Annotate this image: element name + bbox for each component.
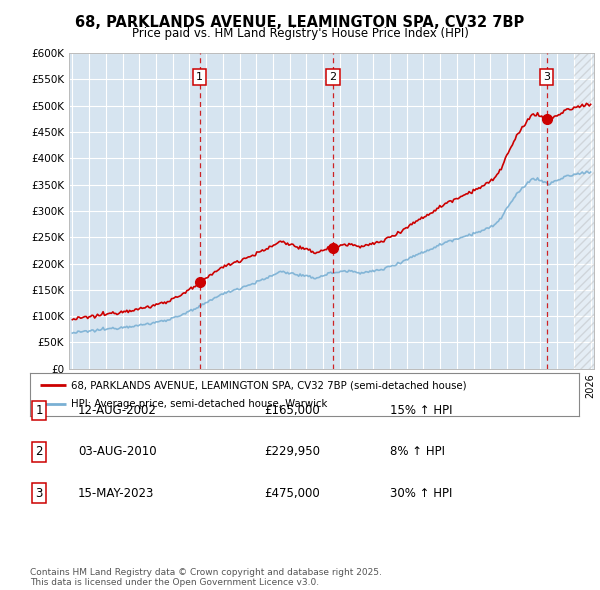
Text: 2: 2 [329, 72, 337, 82]
Text: 68, PARKLANDS AVENUE, LEAMINGTON SPA, CV32 7BP (semi-detached house): 68, PARKLANDS AVENUE, LEAMINGTON SPA, CV… [71, 381, 467, 391]
Text: Price paid vs. HM Land Registry's House Price Index (HPI): Price paid vs. HM Land Registry's House … [131, 27, 469, 40]
Bar [574, 53, 599, 369]
Text: 15-MAY-2023: 15-MAY-2023 [78, 487, 154, 500]
Text: £165,000: £165,000 [264, 404, 320, 417]
Text: 03-AUG-2010: 03-AUG-2010 [78, 445, 157, 458]
Text: 2: 2 [35, 445, 43, 458]
Text: Contains HM Land Registry data © Crown copyright and database right 2025.
This d: Contains HM Land Registry data © Crown c… [30, 568, 382, 587]
Text: 3: 3 [35, 487, 43, 500]
Text: 1: 1 [196, 72, 203, 82]
Text: 3: 3 [543, 72, 550, 82]
Text: HPI: Average price, semi-detached house, Warwick: HPI: Average price, semi-detached house,… [71, 399, 328, 409]
Text: £475,000: £475,000 [264, 487, 320, 500]
Text: 30% ↑ HPI: 30% ↑ HPI [390, 487, 452, 500]
Text: 12-AUG-2002: 12-AUG-2002 [78, 404, 157, 417]
Text: £229,950: £229,950 [264, 445, 320, 458]
Text: 15% ↑ HPI: 15% ↑ HPI [390, 404, 452, 417]
Text: 1: 1 [35, 404, 43, 417]
Text: 68, PARKLANDS AVENUE, LEAMINGTON SPA, CV32 7BP: 68, PARKLANDS AVENUE, LEAMINGTON SPA, CV… [76, 15, 524, 30]
Text: 8% ↑ HPI: 8% ↑ HPI [390, 445, 445, 458]
